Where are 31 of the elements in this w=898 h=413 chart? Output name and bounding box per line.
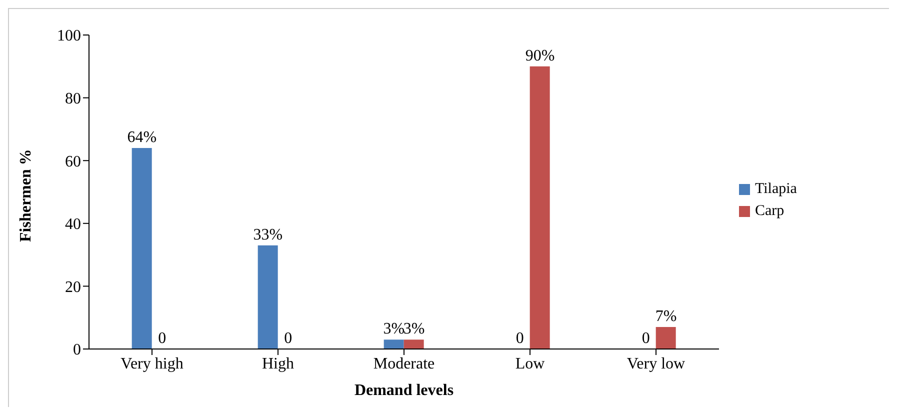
x-tick-label: Very low (626, 355, 686, 372)
y-tick-label: 20 (65, 278, 81, 296)
legend-label: Carp (755, 202, 784, 220)
y-tick-label: 100 (57, 28, 81, 45)
y-tick-label: 80 (65, 90, 81, 108)
data-label: 0 (284, 330, 292, 347)
y-tick-label: 40 (65, 216, 81, 234)
data-label: 0 (516, 330, 524, 347)
data-label: 33% (253, 226, 283, 244)
y-tick-label: 0 (73, 342, 81, 359)
y-tick-label: 60 (65, 153, 81, 170)
bar (258, 245, 278, 349)
data-label: 7% (655, 308, 677, 326)
x-tick-label: Low (515, 355, 546, 372)
bar (404, 340, 424, 349)
data-label: 0 (158, 330, 166, 347)
data-label: 90% (525, 47, 555, 64)
bar (384, 340, 404, 349)
legend-label: Tilapia (755, 180, 797, 198)
bar (530, 66, 550, 349)
y-axis-title: Fishermen % (18, 149, 35, 242)
data-label: 64% (127, 129, 157, 146)
data-label: 3% (403, 320, 425, 338)
x-axis-title: Demand levels (354, 382, 454, 399)
data-label: 3% (383, 320, 405, 338)
data-label: 0 (642, 330, 650, 347)
x-tick-label: Moderate (373, 355, 435, 372)
bar (132, 148, 152, 349)
bar (656, 327, 676, 349)
x-tick-label: Very high (120, 355, 184, 372)
x-tick-label: High (262, 355, 294, 372)
